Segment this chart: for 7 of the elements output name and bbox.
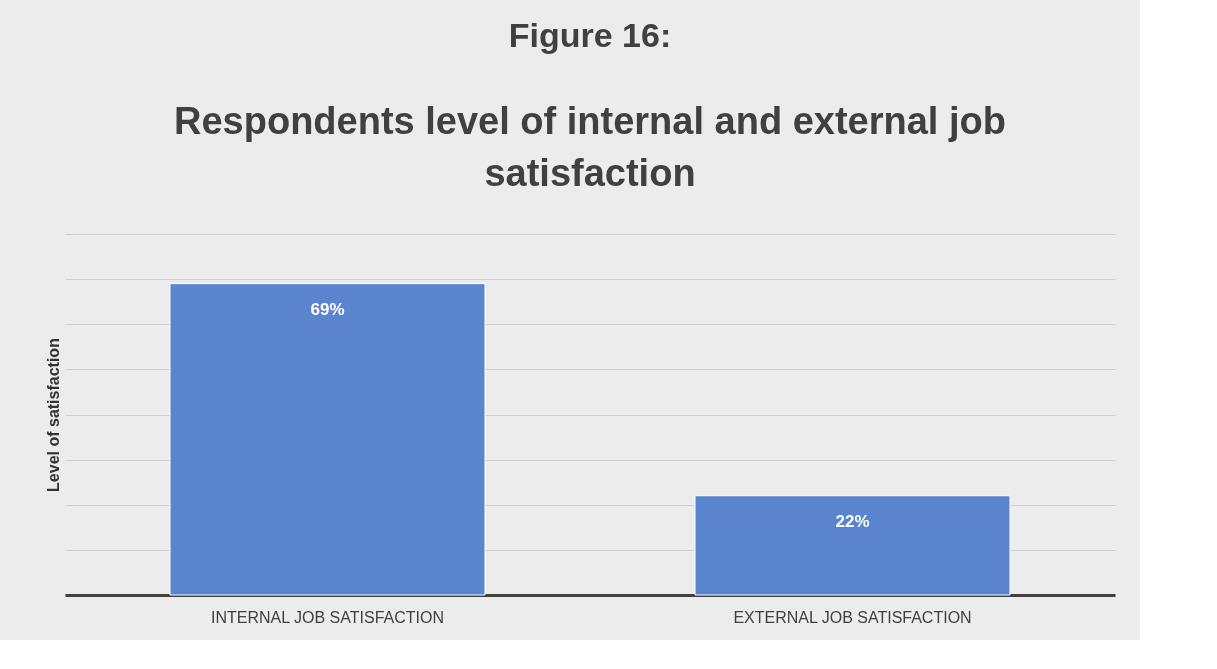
x-tick-label: INTERNAL JOB SATISFACTION [211, 608, 444, 626]
chart-subtitle: Respondents level of internal and external job satisfaction [174, 100, 1006, 194]
chart-title: Figure 16: [508, 16, 672, 54]
x-tick-label: EXTERNAL JOB SATISFACTION [733, 608, 972, 626]
y-axis-title: Level of satisfaction [44, 338, 62, 492]
data-label: 69% [310, 299, 345, 319]
data-label: 22% [835, 511, 870, 531]
